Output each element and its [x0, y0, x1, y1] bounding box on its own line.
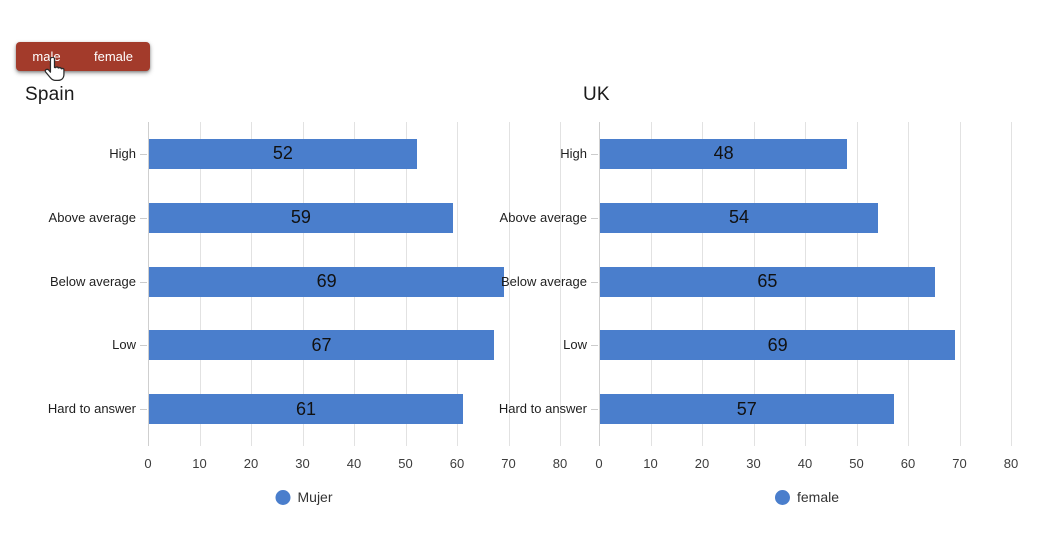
category-tick-mark — [591, 345, 598, 347]
bar-hard-to-answer[interactable]: 61 — [149, 394, 464, 425]
category-tick-mark — [140, 409, 147, 411]
category-label: Above average — [499, 209, 587, 225]
bar-value-label: 69 — [767, 334, 788, 355]
uk-chart-plot: 0 10 20 30 40 50 60 70 80 48 High 54 Above average 65… — [499, 122, 1018, 471]
category-label: Low — [563, 337, 587, 353]
bar-high[interactable]: 48 — [600, 138, 848, 169]
bar-value-label: 59 — [290, 207, 311, 228]
x-tick-label: 0 — [595, 456, 603, 471]
category-label: Low — [112, 337, 136, 353]
x-tick-label: 0 — [144, 456, 152, 471]
bar-value-label: 48 — [713, 143, 734, 164]
x-tick-label: 30 — [746, 456, 761, 471]
category-tick-mark — [591, 217, 598, 219]
bar-hard-to-answer[interactable]: 57 — [600, 394, 894, 425]
bar-value-label: 57 — [736, 398, 757, 419]
category-tick-mark — [140, 345, 147, 347]
legend-marker-circle — [774, 489, 790, 505]
category-tick-mark — [140, 217, 147, 219]
gridline — [560, 122, 561, 446]
bar-value-label: 65 — [757, 271, 778, 291]
gridline — [959, 122, 961, 446]
chart-title-uk: UK — [583, 84, 610, 105]
x-tick-label: 10 — [192, 456, 207, 471]
x-tick-label: 60 — [900, 456, 916, 471]
category-label: Hard to answer — [498, 401, 587, 417]
category-tick-mark — [591, 409, 598, 411]
x-tick-label: 60 — [449, 456, 465, 471]
bar-value-label: 54 — [729, 207, 750, 228]
x-tick-label: 80 — [552, 456, 568, 471]
bar-low[interactable]: 67 — [149, 330, 495, 361]
category-label: Above average — [48, 209, 136, 225]
x-tick-label: 20 — [694, 456, 710, 471]
category-tick-mark — [591, 281, 598, 283]
legend-label: Mujer — [297, 489, 333, 505]
legend-marker-circle — [275, 489, 291, 505]
female-toggle-button[interactable]: female — [77, 42, 150, 71]
bar-value-label: 61 — [296, 398, 317, 419]
legend-label: female — [796, 489, 840, 505]
category-label: Below average — [501, 273, 587, 289]
x-tick-label: 40 — [797, 456, 813, 471]
x-tick-label: 50 — [398, 456, 413, 471]
bar-above-average[interactable]: 54 — [600, 202, 879, 233]
hand-cursor-icon — [44, 57, 65, 82]
bar-above-average[interactable]: 59 — [149, 202, 453, 233]
x-tick-label: 30 — [295, 456, 310, 471]
gridline — [1011, 122, 1012, 446]
gridline — [599, 122, 600, 446]
category-label: Hard to answer — [47, 401, 136, 417]
x-tick-label: 20 — [243, 456, 259, 471]
category-tick-mark — [140, 153, 147, 155]
bar-below-average[interactable]: 65 — [600, 266, 935, 297]
gender-toggle: male female — [16, 42, 150, 71]
x-tick-label: 70 — [952, 456, 967, 471]
chart-title-spain: Spain — [25, 84, 75, 105]
bar-high[interactable]: 52 — [149, 138, 417, 169]
x-tick-label: 80 — [1003, 456, 1019, 471]
bar-value-label: 69 — [316, 271, 337, 291]
x-tick-label: 70 — [501, 456, 516, 471]
x-tick-label: 50 — [849, 456, 864, 471]
category-label: Below average — [50, 273, 136, 289]
bar-low[interactable]: 69 — [600, 330, 956, 361]
category-tick-mark — [591, 153, 598, 155]
category-tick-mark — [140, 281, 147, 283]
gridline — [508, 122, 510, 446]
bar-value-label: 67 — [311, 334, 332, 355]
uk-legend: female — [774, 489, 840, 505]
x-tick-label: 40 — [346, 456, 362, 471]
gridline — [148, 122, 149, 446]
category-label: High — [560, 145, 587, 161]
spain-legend: Mujer — [275, 489, 333, 505]
bar-below-average[interactable]: 69 — [149, 266, 505, 297]
x-tick-label: 10 — [643, 456, 658, 471]
bar-value-label: 52 — [272, 143, 293, 164]
category-label: High — [109, 145, 136, 161]
